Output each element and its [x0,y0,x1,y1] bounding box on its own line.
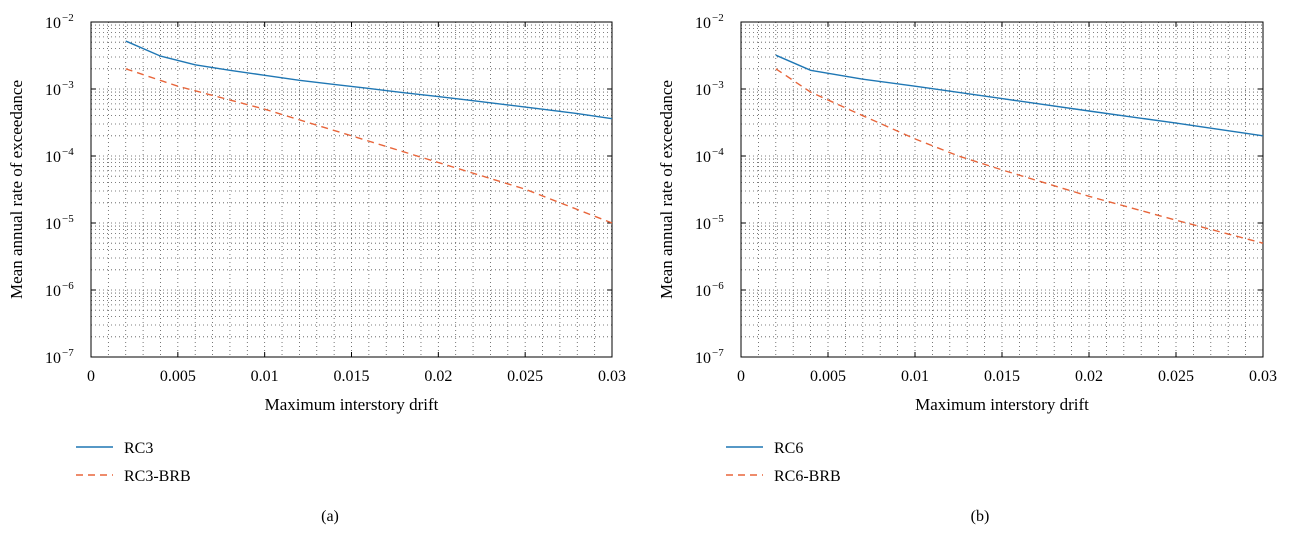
y-tick-exponent: −4 [712,146,724,158]
legend-label: RC6-BRB [774,468,841,485]
chart-panel-2: 0 0.005 0.01 0.015 0.02 0.025 0.0310−210−310−4… [657,12,1277,525]
y-tick-exponent: −4 [62,146,74,158]
legend-label: RC3-BRB [124,468,191,485]
y-tick-exponent: −2 [712,12,724,24]
x-tick-label: 0.005 [160,368,196,385]
x-tick-label: 0.025 [507,368,543,385]
y-tick-exponent: −3 [712,79,724,91]
y-tick-label: 10 [695,350,711,367]
panel-caption: (b) [971,508,990,525]
y-tick-label: 10 [695,82,711,99]
y-tick-exponent: −6 [712,280,724,292]
y-tick-label: 10 [45,283,61,300]
y-tick-exponent: −3 [62,79,74,91]
x-tick-label: 0.03 [1249,368,1277,385]
x-tick-label: 0.005 [810,368,846,385]
panel-caption: (a) [321,508,339,525]
y-tick-exponent: −2 [62,12,74,24]
y-tick-exponent: −7 [712,347,724,359]
legend-label: RC3 [124,440,153,457]
y-axis-label: Mean annual rate of exceedance [657,80,676,299]
y-tick-label: 10 [45,82,61,99]
x-tick-label: 0.015 [984,368,1020,385]
y-tick-label: 10 [45,15,61,32]
x-axis-label: Maximum interstory drift [915,395,1089,414]
x-axis-label: Maximum interstory drift [265,395,439,414]
y-tick-label: 10 [45,350,61,367]
y-tick-exponent: −6 [62,280,74,292]
x-tick-label: 0.01 [901,368,929,385]
x-tick-label: 0.01 [251,368,279,385]
y-tick-label: 10 [695,216,711,233]
y-tick-exponent: −7 [62,347,74,359]
x-tick-label: 0 [737,368,745,385]
chart-panel-1: 0 0.005 0.01 0.015 0.02 0.025 0.0310−210−310−4… [7,12,626,525]
x-tick-label: 0.02 [424,368,452,385]
y-tick-exponent: −5 [62,213,74,225]
legend: RC6 RC6-BRB [726,440,841,485]
y-tick-label: 10 [45,149,61,166]
y-tick-exponent: −5 [712,213,724,225]
y-axis-label: Mean annual rate of exceedance [7,80,26,299]
legend-label: RC6 [774,440,803,457]
x-tick-label: 0.025 [1158,368,1194,385]
x-tick-label: 0.02 [1075,368,1103,385]
x-tick-label: 0.03 [598,368,626,385]
y-tick-label: 10 [695,149,711,166]
y-tick-label: 10 [45,216,61,233]
grid [91,22,612,357]
series-line-rc3 [126,41,612,119]
y-tick-label: 10 [695,283,711,300]
x-tick-label: 0 [87,368,95,385]
legend: RC3 RC3-BRB [76,440,191,485]
x-tick-label: 0.015 [334,368,370,385]
y-tick-label: 10 [695,15,711,32]
